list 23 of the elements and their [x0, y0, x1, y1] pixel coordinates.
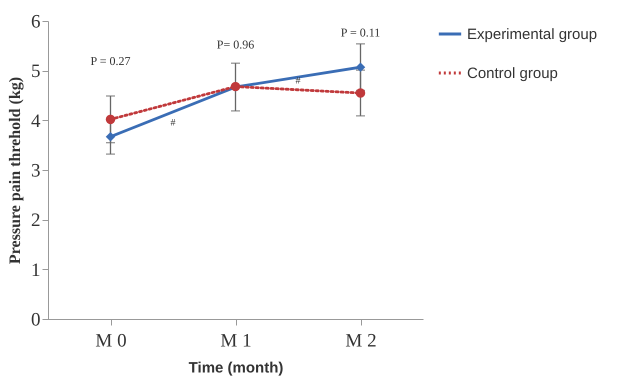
y-tick-label: 6 [31, 12, 40, 32]
point [356, 88, 366, 98]
x-tick-label: M 1 [220, 330, 252, 352]
y-axis-title: Pressure pain threhold (kg) [7, 76, 24, 264]
x-axis-title: Time (month) [188, 360, 284, 376]
y-tick-label: 1 [31, 260, 40, 281]
x-tick-label: M 2 [345, 330, 377, 352]
y-tick-label: 0 [31, 310, 40, 330]
legend-label: Control group [467, 65, 558, 82]
x-tick-label: M 0 [95, 330, 127, 352]
annotation: # [296, 76, 300, 87]
y-tick-label: 2 [31, 210, 40, 232]
annotation: P= 0.96 [216, 37, 254, 52]
point [106, 114, 116, 124]
y-tick-label: 5 [31, 61, 40, 82]
point [356, 62, 366, 72]
legend-label: Experimental group [467, 26, 598, 43]
y-tick-label: 4 [31, 110, 41, 132]
point [106, 132, 116, 142]
annotation: P = 0.27 [90, 54, 130, 68]
annotation: P = 0.11 [340, 25, 380, 40]
annotation: # [170, 117, 176, 128]
y-tick-label: 3 [31, 160, 40, 182]
